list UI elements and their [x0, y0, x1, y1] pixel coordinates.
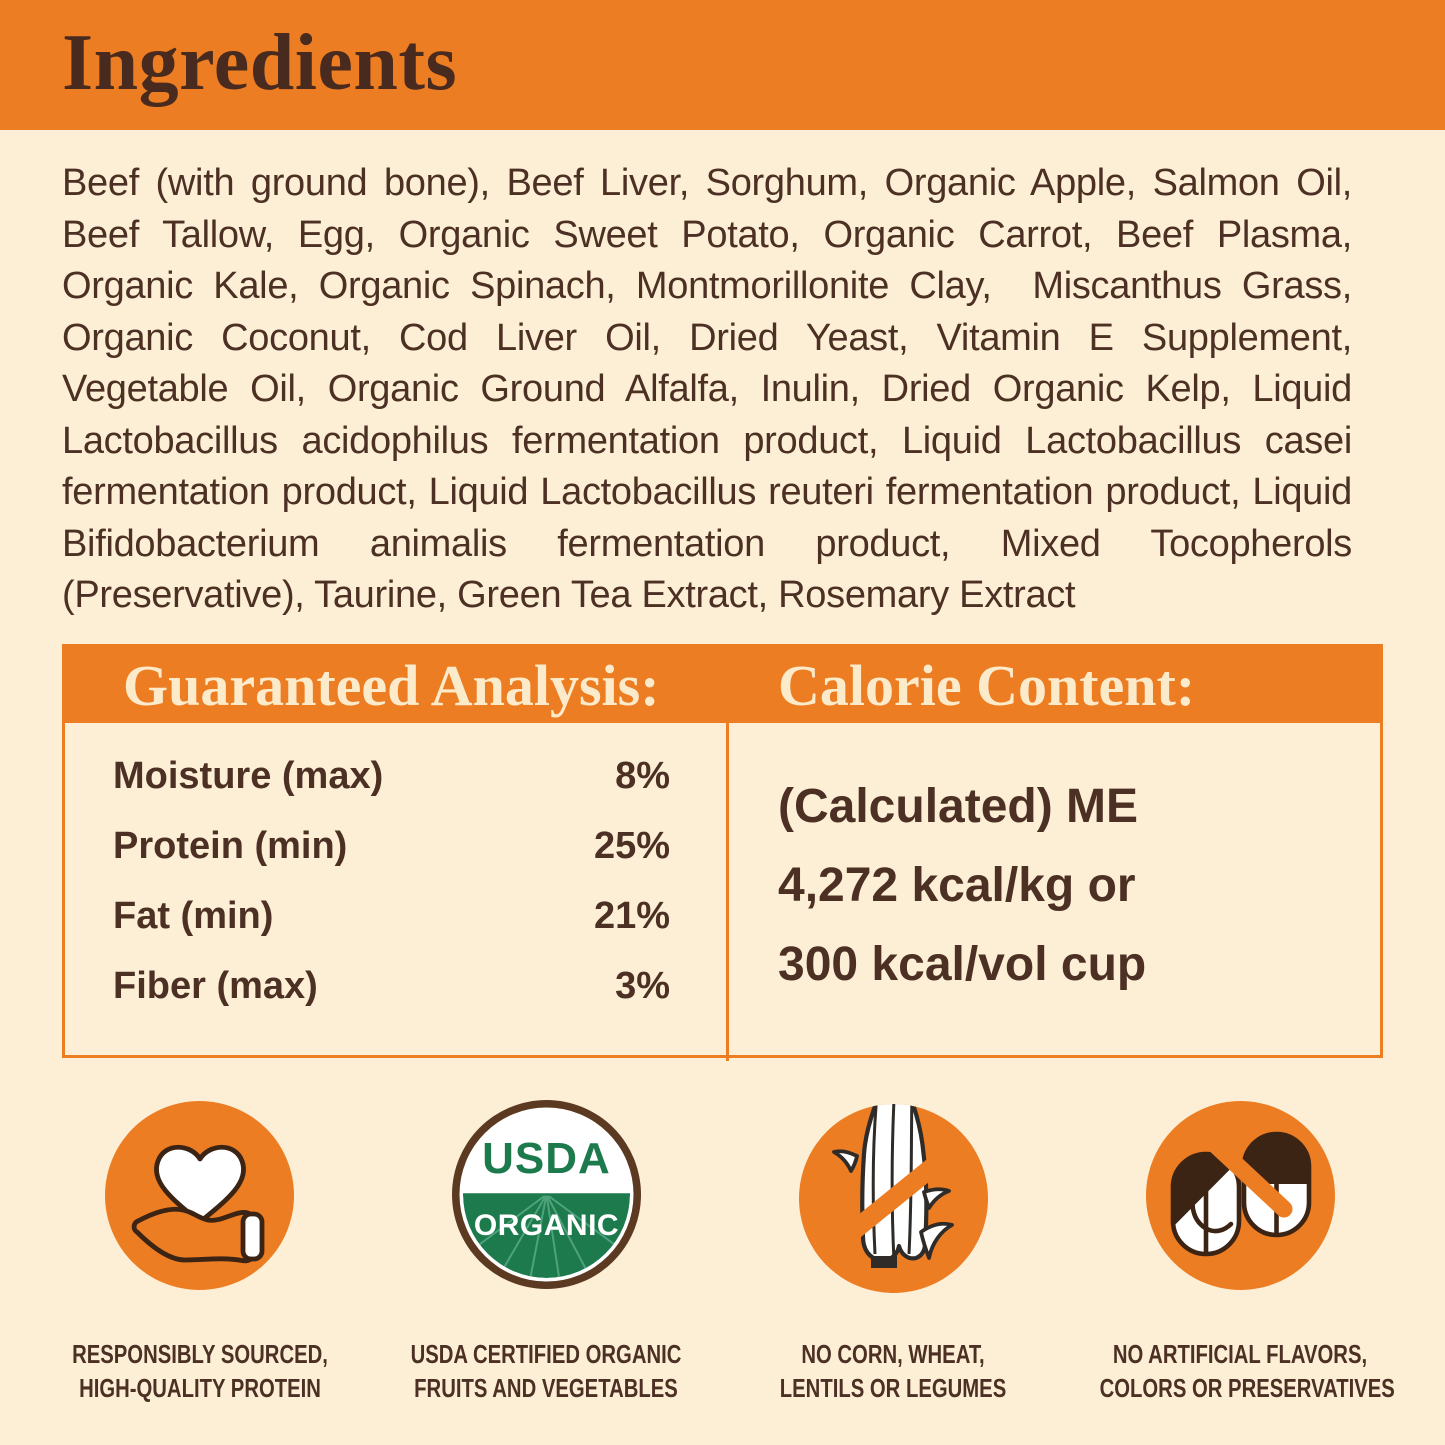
- svg-text:ORGANIC: ORGANIC: [474, 1209, 619, 1242]
- svg-text:USDA: USDA: [482, 1134, 611, 1183]
